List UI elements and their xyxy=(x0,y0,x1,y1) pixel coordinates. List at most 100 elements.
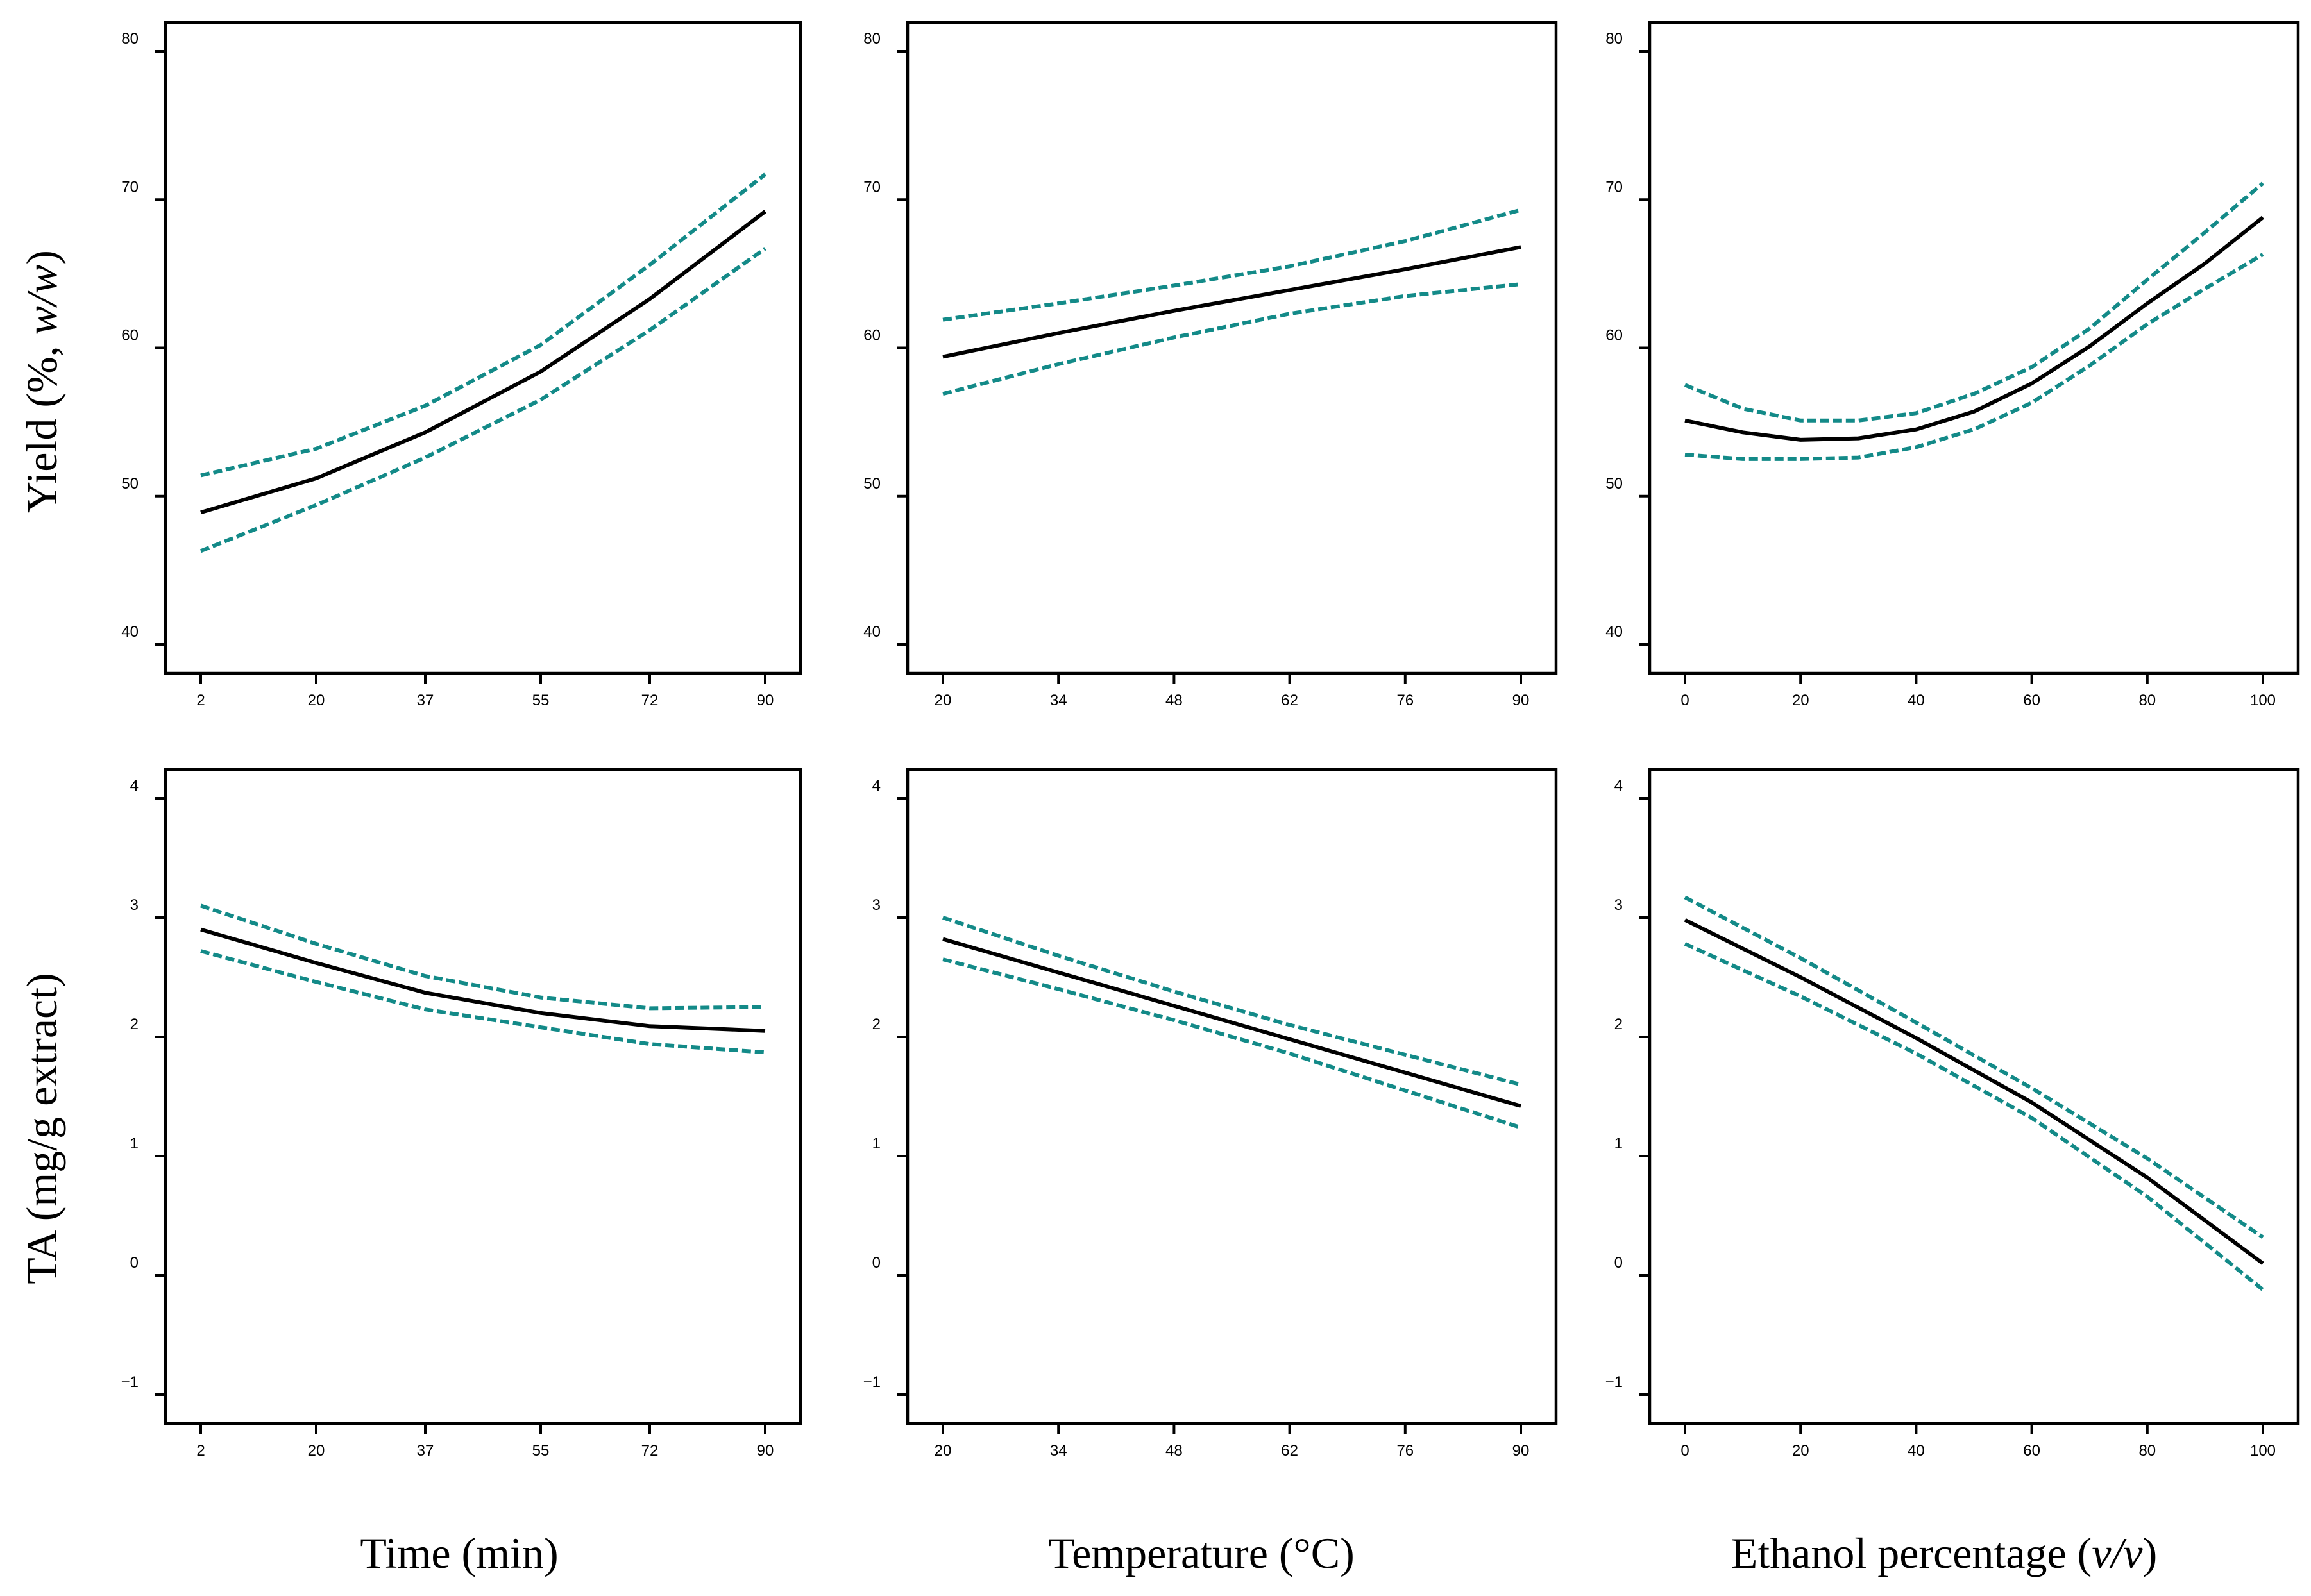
plot-frame xyxy=(164,21,802,675)
y-tick-label: 80 xyxy=(1605,30,1623,47)
fit-line xyxy=(1684,215,2264,442)
x-tick-label: 62 xyxy=(1281,692,1298,709)
x-tick-label: 40 xyxy=(1908,1442,1925,1459)
x-tick-label: 72 xyxy=(641,692,659,709)
lower-ci-line xyxy=(942,282,1521,396)
upper-ci-line xyxy=(200,172,766,478)
upper-ci-line xyxy=(1684,181,2264,423)
x-tick-label: 60 xyxy=(2023,1442,2040,1459)
x-tick-label: 48 xyxy=(1165,1442,1183,1459)
time-axis-title: Time (min) xyxy=(360,1529,558,1577)
y-tick-label: 1 xyxy=(872,1135,881,1152)
y-tick-label: 0 xyxy=(1614,1254,1623,1272)
y-tick-label: 1 xyxy=(130,1135,139,1152)
fit-line xyxy=(200,927,766,1033)
y-tick-label: 60 xyxy=(121,327,139,344)
plot-frame xyxy=(906,768,1558,1425)
upper-ci-line xyxy=(1684,895,2264,1239)
y-tick-label: 2 xyxy=(872,1016,881,1033)
lower-ci-line xyxy=(199,247,766,553)
x-tick-label: 90 xyxy=(757,692,774,709)
lower-ci-line xyxy=(1684,942,2264,1291)
x-tick-label: 60 xyxy=(2023,692,2040,709)
y-tick-label: 50 xyxy=(863,475,881,492)
y-tick-label: −1 xyxy=(1605,1373,1623,1391)
y-tick-label: 3 xyxy=(130,896,139,914)
y-tick-label: 70 xyxy=(1605,178,1623,196)
upper-ci-line xyxy=(942,916,1521,1087)
x-tick-label: 34 xyxy=(1050,692,1067,709)
x-tick-label: 37 xyxy=(417,1442,434,1459)
y-tick-label: 4 xyxy=(872,777,881,794)
y-tick-label: −1 xyxy=(863,1373,881,1391)
temperature-axis-title: Temperature (°C) xyxy=(1048,1529,1354,1577)
x-tick-label: 20 xyxy=(308,1442,325,1459)
y-tick-label: 40 xyxy=(863,623,881,641)
x-tick-label: 90 xyxy=(1512,1442,1530,1459)
y-tick-label: 60 xyxy=(863,327,881,344)
x-tick-label: 100 xyxy=(2250,1442,2276,1459)
x-tick-label: 2 xyxy=(196,692,205,709)
fit-line xyxy=(1684,918,2264,1265)
x-tick-label: 20 xyxy=(935,692,952,709)
y-tick-label: 80 xyxy=(121,30,139,47)
y-tick-label: 2 xyxy=(1614,1016,1623,1033)
plot-frame xyxy=(164,768,802,1425)
x-tick-label: 90 xyxy=(1512,692,1530,709)
y-tick-label: 0 xyxy=(872,1254,881,1272)
x-tick-label: 20 xyxy=(1792,692,1809,709)
y-tick-label: 40 xyxy=(1605,623,1623,641)
x-tick-label: 0 xyxy=(1680,1442,1689,1459)
y-tick-label: −1 xyxy=(121,1373,139,1391)
yield-temperature-panel: 20 34 48 62 76 90 40 50 60 70 80 xyxy=(863,21,1558,709)
plot-frame xyxy=(906,21,1558,675)
y-tick-label: 60 xyxy=(1605,327,1623,344)
plot-frame xyxy=(1648,21,2300,675)
y-tick-label: 4 xyxy=(130,777,139,794)
yield-axis-title: Yield (%, w/w) xyxy=(17,250,66,513)
x-tick-label: 90 xyxy=(757,1442,774,1459)
ethanol-axis-title: Ethanol percentage (v/v) xyxy=(1731,1529,2158,1577)
x-tick-label: 55 xyxy=(532,692,550,709)
x-tick-label: 62 xyxy=(1281,1442,1298,1459)
fit-line xyxy=(942,937,1521,1108)
y-tick-label: 3 xyxy=(1614,896,1623,914)
lower-ci-line xyxy=(942,957,1521,1130)
x-tick-label: 20 xyxy=(935,1442,952,1459)
y-tick-label: 50 xyxy=(121,475,139,492)
fit-line xyxy=(942,245,1521,359)
fit-line xyxy=(200,210,766,515)
x-tick-label: 55 xyxy=(532,1442,550,1459)
y-tick-label: 0 xyxy=(130,1254,139,1272)
y-tick-label: 80 xyxy=(863,30,881,47)
x-tick-label: 20 xyxy=(308,692,325,709)
x-tick-label: 72 xyxy=(641,1442,659,1459)
x-tick-label: 40 xyxy=(1908,692,1925,709)
lower-ci-line xyxy=(1684,253,2264,461)
x-tick-label: 100 xyxy=(2250,692,2276,709)
ta-ethanol-panel: 0 20 40 60 80 100 −1 0 1 2 3 4 xyxy=(1605,768,2300,1459)
x-tick-label: 34 xyxy=(1050,1442,1067,1459)
lower-ci-line xyxy=(200,949,766,1055)
x-tick-label: 48 xyxy=(1165,692,1183,709)
y-tick-label: 1 xyxy=(1614,1135,1623,1152)
upper-ci-line xyxy=(942,208,1521,322)
y-tick-label: 70 xyxy=(121,178,139,196)
y-tick-label: 50 xyxy=(1605,475,1623,492)
y-tick-label: 3 xyxy=(872,896,881,914)
y-tick-label: 4 xyxy=(1614,777,1623,794)
y-tick-label: 40 xyxy=(121,623,139,641)
ta-axis-title: TA (mg/g extract) xyxy=(17,973,66,1284)
y-tick-label: 70 xyxy=(863,178,881,196)
x-tick-label: 0 xyxy=(1680,692,1689,709)
x-tick-label: 76 xyxy=(1396,1442,1414,1459)
x-tick-label: 20 xyxy=(1792,1442,1809,1459)
yield-time-panel: 2 20 37 55 72 90 40 50 60 70 80 xyxy=(121,21,802,709)
x-tick-label: 37 xyxy=(417,692,434,709)
upper-ci-line xyxy=(200,903,766,1011)
plot-frame xyxy=(1648,768,2300,1425)
x-tick-label: 80 xyxy=(2138,692,2156,709)
